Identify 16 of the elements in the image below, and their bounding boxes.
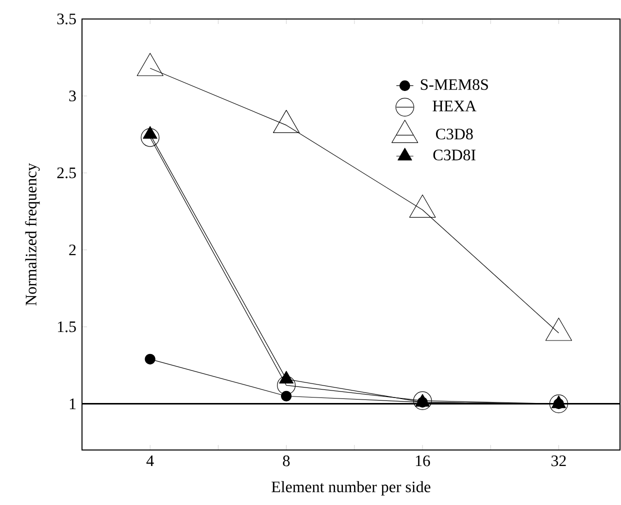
y-tick-label: 3.5 bbox=[57, 14, 76, 24]
x-tick-label: 4 bbox=[146, 456, 154, 466]
x-tick-label: 16 bbox=[416, 456, 430, 466]
legend-label: C3D8I bbox=[433, 150, 476, 160]
y-tick-label: 3 bbox=[69, 90, 76, 102]
x-axis-title: Element number per side bbox=[272, 481, 430, 496]
y-tick-label: 2 bbox=[69, 244, 76, 256]
y-axis-title: Normalized frequency bbox=[25, 163, 40, 306]
y-tick-label: 2.5 bbox=[57, 168, 76, 178]
legend-label: S-MEM8S bbox=[420, 79, 488, 90]
y-tick-label: 1.5 bbox=[58, 321, 76, 332]
x-tick-label: 32 bbox=[552, 456, 566, 466]
y-tick-label: 1 bbox=[70, 398, 76, 410]
x-tick-label: 8 bbox=[282, 456, 290, 466]
legend-label: HEXA bbox=[432, 100, 476, 112]
legend-label: C3D8 bbox=[436, 128, 473, 140]
